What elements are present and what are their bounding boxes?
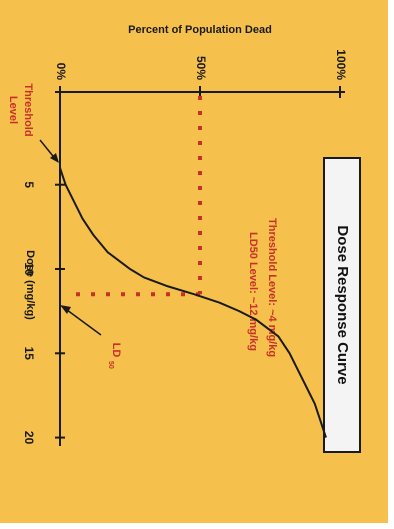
- y-tick-label: 0%: [54, 63, 68, 81]
- y-axis-title: Percent of Population Dead: [128, 24, 272, 36]
- x-tick-label: 15: [22, 347, 36, 361]
- annotation: Threshold: [22, 83, 34, 136]
- y-tick-label: 100%: [334, 49, 348, 80]
- x-axis-title: Dose (mg/kg): [24, 250, 36, 320]
- annotation: Threshold Level: ~4 mg/kg: [266, 218, 278, 357]
- title-box: [323, 157, 361, 453]
- arrow-head: [50, 153, 59, 163]
- annotation: 50: [107, 361, 114, 369]
- dose-response-curve: [59, 167, 327, 438]
- rotated-plot: Dose Response Curve Threshold Level: ~4 …: [7, 49, 361, 453]
- x-tick-label: 10: [22, 262, 36, 276]
- annotation: LD: [110, 343, 122, 358]
- chart-title: Dose Response Curve: [334, 225, 351, 384]
- annotation: LD50 Level: ~12 mg/kg: [247, 232, 259, 351]
- arrow: [62, 306, 102, 336]
- y-tick-label: 50%: [194, 56, 208, 80]
- arrow-head: [60, 305, 71, 314]
- annotation: Level: [7, 96, 19, 124]
- x-tick-label: 20: [22, 431, 36, 445]
- x-tick-label: 5: [22, 181, 36, 188]
